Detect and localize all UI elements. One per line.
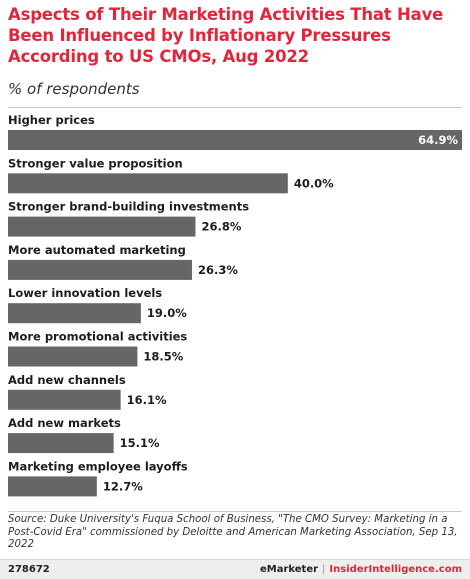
chart-title: Aspects of Their Marketing Activities Th… [8,5,444,66]
value-label: 19.0% [147,306,187,320]
category-label: Marketing employee layoffs [8,459,188,473]
bar [8,346,138,367]
brand-emarketer: eMarketer [259,564,319,575]
value-label: 15.1% [120,436,160,450]
bar [8,130,462,150]
category-label: Add new channels [8,373,126,387]
brand-credit: eMarketer | InsiderIntelligence.com [260,564,462,575]
bottom-divider [8,511,462,512]
category-label: Lower innovation levels [8,286,162,300]
source-note: Source: Duke University's Fuqua School o… [8,514,458,550]
category-label: Stronger value proposition [8,156,183,170]
category-label: Add new markets [8,416,121,430]
chart-id: 278672 [8,564,50,575]
value-label: 26.3% [198,263,238,277]
bar [8,476,97,497]
bar [8,389,121,410]
bar [8,173,288,194]
value-label: 40.0% [294,176,334,190]
category-label: More automated marketing [8,243,186,257]
value-label: 18.5% [143,350,183,364]
value-label: 16.1% [127,393,167,407]
bar [8,303,141,324]
chart-subtitle: % of respondents [8,80,140,98]
category-label: More promotional activities [8,330,187,344]
value-label: 12.7% [103,479,143,493]
value-label: 64.9% [418,133,458,147]
category-label: Higher prices [8,113,95,127]
brand-separator: | [322,564,326,575]
footer-bar: 278672 eMarketer | InsiderIntelligence.com [0,559,470,579]
top-divider [8,107,462,108]
bar [8,433,114,454]
bar [8,216,196,237]
bar-chart: Higher prices 64.9% Stronger value proposi… [8,113,462,497]
value-label: 26.8% [201,220,241,234]
brand-insider-link[interactable]: InsiderIntelligence.com [329,564,462,575]
bar [8,259,192,280]
category-label: Stronger brand-building investments [8,200,249,214]
